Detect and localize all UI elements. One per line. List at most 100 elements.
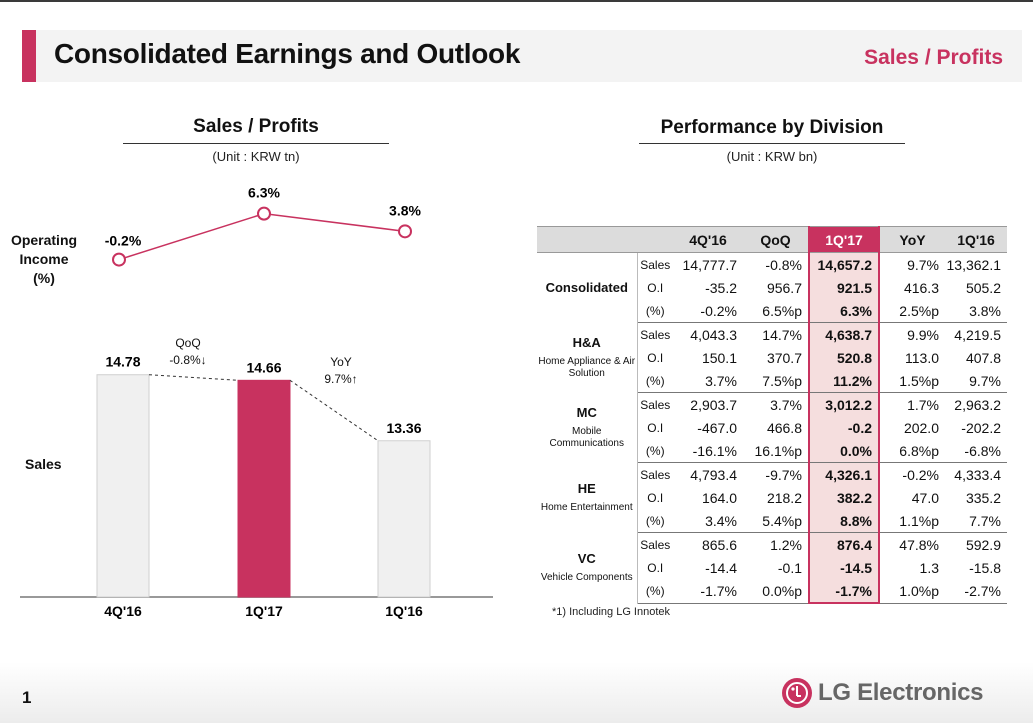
metric-label: O.I <box>647 490 664 505</box>
value-cell: 16.1%p <box>743 439 809 463</box>
table-header-row: 4Q'16 QoQ 1Q'17 YoY 1Q'16 <box>537 226 1007 253</box>
metric-label: Sales <box>640 467 671 482</box>
value-cell-highlight: 6.3% <box>808 299 880 323</box>
table-row: (%) 3.7% 7.5%p 11.2% 1.5%p 9.7% <box>537 369 1007 393</box>
oi-axis-label: Operating Income (%) <box>6 231 82 288</box>
change-connector <box>148 374 239 381</box>
value-cell: 14.7% <box>762 326 802 343</box>
table-row: (%) -1.7% 0.0%p -1.7% 1.0%p -2.7% <box>537 579 1007 604</box>
sales-axis-label: Sales <box>25 456 62 472</box>
lg-face-icon <box>786 682 808 704</box>
value-cell: 150.1 <box>701 349 737 366</box>
value-cell: 202.0 <box>903 419 939 436</box>
value-cell-highlight: 14,657.2 <box>808 252 880 276</box>
metric-label: O.I <box>647 560 664 575</box>
value-cell: 218.2 <box>766 489 802 506</box>
table-row: H&A Home Appliance & Air Solution Sales 4,0… <box>537 322 1007 393</box>
division-name: HE <box>577 481 596 496</box>
division-cell: VC Vehicle Components <box>537 532 638 603</box>
table-row: MC Mobile Communications Sales 2,903.7 3.7% 3… <box>537 392 1007 463</box>
value-cell: -0.1 <box>777 559 802 576</box>
sales-bar-label: 14.78 <box>105 354 140 370</box>
value-cell: 164.0 <box>701 489 737 506</box>
qoq-annotation: QoQ -0.8%↓ <box>160 335 216 369</box>
value-cell-highlight: 382.2 <box>808 486 880 509</box>
value-cell: -16.1% <box>673 439 743 463</box>
value-cell: 4,333.4 <box>954 466 1001 483</box>
value-cell: -15.8 <box>969 559 1001 576</box>
footnote: *1) Including LG Innotek <box>552 606 671 618</box>
division-cell: Consolidated <box>537 252 638 323</box>
value-cell: 1.1%p <box>879 509 945 533</box>
division-cell: MC Mobile Communications <box>537 392 638 463</box>
metric-label: Sales <box>640 327 671 342</box>
yoy-annotation: YoY 9.7%↑ <box>313 354 369 388</box>
value-cell: 3.4% <box>673 509 743 533</box>
header-blank-metric <box>637 226 673 253</box>
value-cell: 9.7% <box>907 256 939 273</box>
right-section-rule <box>639 143 905 144</box>
logo-text: LG Electronics <box>818 679 984 706</box>
category-label: 4Q'16 <box>104 603 142 619</box>
value-cell: 3.7% <box>673 369 743 393</box>
footer <box>0 662 1033 723</box>
value-cell-highlight: 8.8% <box>808 509 880 533</box>
value-cell: 416.3 <box>903 279 939 296</box>
table-row: O.I 150.1 370.7 520.8 113.0 407.8 <box>537 346 1007 369</box>
value-cell: 4,793.4 <box>690 466 737 483</box>
value-cell: 47.0 <box>911 489 939 506</box>
value-cell: -6.8% <box>945 439 1007 463</box>
value-cell-highlight: 520.8 <box>808 346 880 369</box>
value-cell: 7.7% <box>945 509 1007 533</box>
qoq-value: -0.8%↓ <box>169 353 207 367</box>
metric-label: O.I <box>647 350 664 365</box>
value-cell: 7.5%p <box>743 369 809 393</box>
page-subtitle: Sales / Profits <box>864 46 1003 69</box>
yoy-value: 9.7%↑ <box>324 372 358 386</box>
header-blank <box>537 226 637 253</box>
table-row: O.I -14.4 -0.1 -14.5 1.3 -15.8 <box>537 556 1007 579</box>
metric-label: (%) <box>637 369 673 393</box>
column-header-highlight: 1Q'17 <box>808 226 880 253</box>
value-cell: 592.9 <box>965 536 1001 553</box>
metric-label: (%) <box>637 509 673 533</box>
division-subtitle: Mobile Communications <box>549 426 624 449</box>
metric-label: O.I <box>647 280 664 295</box>
value-cell: 5.4%p <box>743 509 809 533</box>
value-cell: 865.6 <box>701 536 737 553</box>
division-subtitle: Home Appliance & Air Solution <box>538 356 636 379</box>
sales-profit-chart: 14.78 4Q'16 14.66 1Q'17 13.36 1Q'16 -0.2% 6.3%… <box>20 185 493 619</box>
value-cell: 1.0%p <box>879 579 945 604</box>
value-cell-highlight: 4,638.7 <box>808 322 880 346</box>
table-row: VC Vehicle Components Sales 865.6 1.2% 876.4 4… <box>537 532 1007 603</box>
value-cell: 2.5%p <box>879 299 945 323</box>
metric-label: (%) <box>637 579 673 604</box>
value-cell: 505.2 <box>965 279 1001 296</box>
sales-bar-label: 13.36 <box>386 420 421 436</box>
oi-point <box>112 252 126 267</box>
yoy-label: YoY <box>330 355 352 369</box>
value-cell-highlight: 876.4 <box>808 532 880 556</box>
oi-point-label: 6.3% <box>248 185 280 201</box>
value-cell: 2,903.7 <box>690 396 737 413</box>
value-cell: 956.7 <box>766 279 802 296</box>
table-row: O.I -35.2 956.7 921.5 416.3 505.2 <box>537 276 1007 299</box>
column-header: YoY <box>879 226 945 253</box>
oi-label-line2: Income <box>19 251 69 267</box>
value-cell-highlight: -0.2 <box>808 416 880 439</box>
value-cell: -9.7% <box>765 466 802 483</box>
top-rule <box>0 0 1033 2</box>
lg-logo-icon <box>782 678 812 708</box>
metric-label: O.I <box>647 420 664 435</box>
metric-label: (%) <box>637 439 673 463</box>
table-row: O.I -467.0 466.8 -0.2 202.0 -202.2 <box>537 416 1007 439</box>
value-cell: 1.5%p <box>879 369 945 393</box>
oi-label-line1: Operating <box>10 232 78 248</box>
value-cell: -14.4 <box>705 559 737 576</box>
column-header: 4Q'16 <box>673 226 743 253</box>
division-table: 4Q'16 QoQ 1Q'17 YoY 1Q'16 Consolidated Sa… <box>537 226 1007 604</box>
page-number: 1 <box>22 688 32 707</box>
value-cell: 47.8% <box>899 536 939 553</box>
division-subtitle: Home Entertainment <box>540 502 633 513</box>
value-cell-highlight: 0.0% <box>808 439 880 463</box>
